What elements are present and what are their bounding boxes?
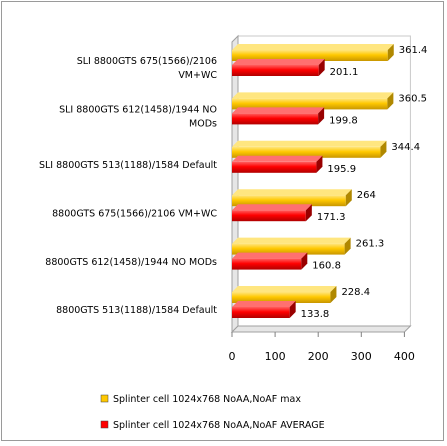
bar-average-top [232,155,323,162]
bar-max-side [387,92,394,110]
bar-average-side [305,204,312,222]
bar-max-side [345,189,352,207]
data-label-max: 261.3 [356,239,385,250]
data-label-max: 360.5 [398,93,427,104]
bar-average-side [318,107,325,125]
bar-max [232,98,388,110]
category-label: MODs [189,119,217,130]
bar-average [232,210,306,222]
data-label-max: 264 [357,190,376,201]
bar-average-top [232,59,325,65]
category-label: SLI 8800GTS 675(1566)/2106 [77,56,217,67]
bar-max-top [232,92,394,99]
bar-max-top [232,44,394,50]
plot-floor [230,325,412,333]
bar-max [232,292,331,303]
bar-max-side [330,286,337,303]
bar-average-top [232,252,308,259]
bar-max-top [232,237,351,244]
legend-label: Splinter cell 1024x768 NoAA,NoAF max [113,394,301,405]
category-label: VM+WC [178,70,217,81]
bar-max-side [344,237,351,255]
bar-average-top [232,204,312,211]
category-label: SLI 8800GTS 513(1188)/1584 Default [39,160,217,171]
bar-max-top [232,189,352,196]
bar-average-side [301,252,308,270]
x-tick-label: 0 [229,350,236,363]
x-tick-label: 200 [308,350,329,363]
data-label-max: 361.4 [399,45,428,56]
chart-frame: 0 100 200 300 400 361.4 201.1 SLI 8800GTS 675(1… [1,1,444,441]
x-tick-label: 100 [265,350,286,363]
data-label-max: 228.4 [341,287,370,298]
data-label-average: 199.8 [329,115,358,126]
category-label: 8800GTS 513(1188)/1584 Default [56,305,217,316]
bar-average [232,65,319,76]
x-tick-label: 400 [394,350,415,363]
bar-average-top [232,301,296,307]
bar-average [232,161,317,173]
bar-max [232,243,345,255]
bar-max [232,146,381,158]
category-label: SLI 8800GTS 612(1458)/1944 NO [59,105,217,116]
bar-average [232,113,319,125]
data-label-average: 171.3 [317,212,346,223]
bar-max-side [380,140,387,158]
data-label-average: 201.1 [330,67,359,78]
bar-max [232,50,388,61]
category-label: 8800GTS 612(1458)/1944 NO MODs [45,257,217,268]
bar-max-top [232,140,387,147]
bar-average [232,258,302,270]
bar-average [232,307,290,318]
data-label-max: 344.4 [391,142,420,153]
bar-average-side [318,59,325,76]
data-label-average: 160.8 [312,261,341,272]
plot-back-wall [237,35,411,327]
data-label-average: 195.9 [327,164,356,175]
data-label-average: 133.8 [301,309,330,320]
bar-average-top [232,107,325,114]
legend-label: Splinter cell 1024x768 NoAA,NoAF AVERAGE [113,420,325,431]
bar-max [232,195,346,207]
x-tick-label: 300 [351,350,372,363]
bar-average-side [316,155,323,173]
category-label: 8800GTS 675(1566)/2106 VM+WC [52,208,217,219]
bar-average-side [289,301,296,318]
legend-swatch [100,420,109,429]
bar-max-top [232,286,337,292]
bar-max-side [387,44,394,61]
legend-swatch [100,394,109,403]
